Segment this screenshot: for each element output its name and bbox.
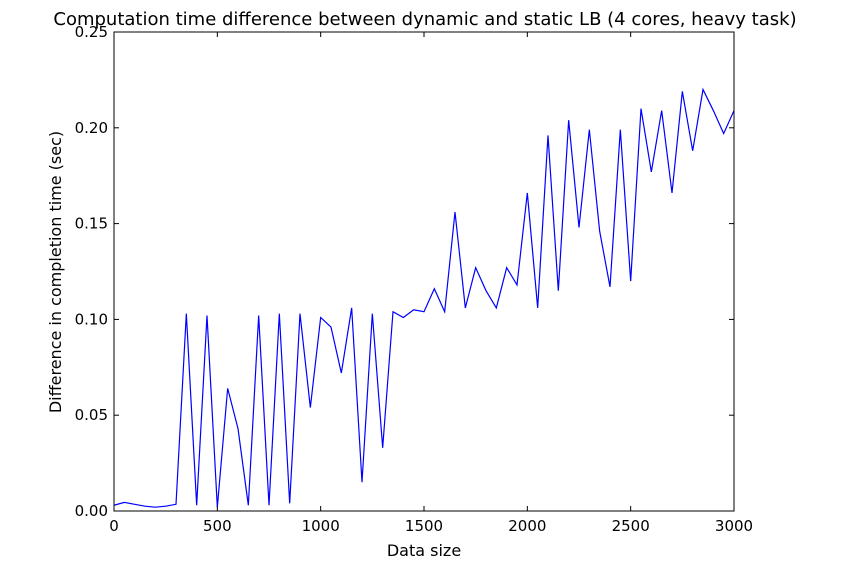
x-tick-label: 1500 [405,517,443,535]
data-point [598,229,602,233]
x-tick-label: 0 [109,517,119,535]
data-point [143,504,147,508]
data-point [639,107,643,111]
data-point [391,310,395,314]
data-point [474,266,478,270]
data-point [205,314,209,318]
data-point [629,279,633,283]
series-line [113,87,735,508]
data-point [494,306,498,310]
data-point [319,315,323,319]
data-point [164,504,168,508]
data-point [370,312,374,316]
x-tick-label: 2500 [612,517,650,535]
plot-frame [113,31,735,512]
data-point [288,501,292,505]
axis-tick-labels: 0 500 1000 1500 2000 2500 3000 0.00 0.05 0.10 0.15… [75,23,754,535]
chart-title: Computation time difference between dyna… [53,9,796,30]
x-tick-label: 2000 [508,517,546,535]
data-point [536,306,540,310]
y-axis-label: Difference in completion time (sec) [46,131,65,413]
data-point [329,325,333,329]
data-point [277,312,281,316]
data-point [484,289,488,293]
data-point [298,312,302,316]
data-point [546,133,550,137]
data-point [701,87,705,91]
data-point [722,132,726,136]
data-point [153,505,157,509]
data-point [525,191,529,195]
data-point [401,315,405,319]
data-point [577,225,581,229]
y-tick-label: 0.15 [75,215,108,233]
y-tick-label: 0.00 [75,502,108,520]
data-point [618,128,622,132]
data-point [505,266,509,270]
data-point [432,287,436,291]
data-point [360,480,364,484]
y-tick-label: 0.25 [75,23,108,41]
x-axis-label: Data size [387,541,461,560]
data-point [649,170,653,174]
data-point [236,427,240,431]
x-tick-label: 3000 [715,517,753,535]
data-point [587,128,591,132]
data-point [195,503,199,507]
data-point [463,306,467,310]
x-tick-label: 500 [203,517,232,535]
data-point [381,446,385,450]
axis-ticks [113,31,735,512]
data-point [608,285,612,289]
data-point [350,306,354,310]
data-point [680,89,684,93]
plot-area [113,31,735,512]
data-point [453,210,457,214]
x-tick-label: 1000 [302,517,340,535]
y-tick-label: 0.05 [75,406,108,424]
y-tick-label: 0.10 [75,310,108,328]
data-point [308,406,312,410]
data-point [660,109,664,113]
data-point [556,289,560,293]
data-point [412,308,416,312]
data-point [122,500,126,504]
data-point [184,312,188,316]
data-point [226,386,230,390]
data-point [670,191,674,195]
y-tick-label: 0.20 [75,119,108,137]
data-point [422,310,426,314]
data-point [339,371,343,375]
data-point [691,149,695,153]
data-point [567,118,571,122]
data-point [443,310,447,314]
data-point [515,283,519,287]
data-point [174,502,178,506]
data-point [267,503,271,507]
data-point [257,314,261,318]
data-point [133,502,137,506]
data-point [246,503,250,507]
data-point [711,109,715,113]
